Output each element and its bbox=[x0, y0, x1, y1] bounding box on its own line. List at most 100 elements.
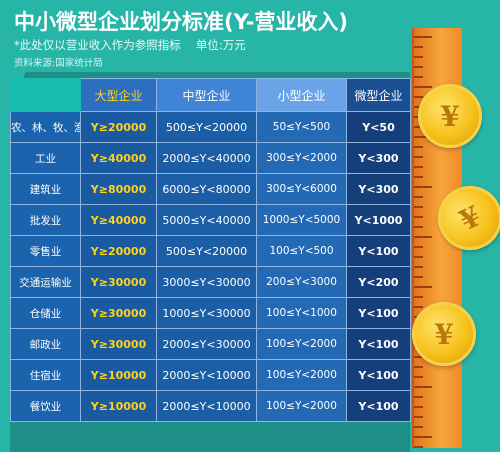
cell-industry: 餐饮业 bbox=[10, 390, 81, 422]
ruler-tick bbox=[414, 386, 432, 388]
ruler-tick bbox=[414, 176, 423, 178]
header-corner bbox=[10, 78, 81, 112]
ruler-tick bbox=[414, 426, 423, 428]
cell-medium: 1000≤Y<30000 bbox=[156, 297, 257, 329]
ruler-tick bbox=[414, 216, 423, 218]
ruler-tick bbox=[414, 96, 423, 98]
cell-industry: 工业 bbox=[10, 142, 81, 174]
cell-small: 300≤Y<6000 bbox=[256, 173, 347, 205]
cell-small: 100≤Y<2000 bbox=[256, 359, 347, 391]
cell-small: 100≤Y<500 bbox=[256, 235, 347, 267]
ruler-tick bbox=[414, 446, 423, 448]
cell-industry: 邮政业 bbox=[10, 328, 81, 360]
table-header-row: 大型企业 中型企业 小型企业 微型企业 bbox=[10, 78, 411, 112]
table-row: 零售业 Y≥20000 500≤Y<20000 100≤Y<500 Y<100 bbox=[10, 235, 411, 267]
yuan-coin-icon: ¥ bbox=[412, 302, 476, 366]
cell-medium: 3000≤Y<30000 bbox=[156, 266, 257, 298]
table-row: 交通运输业 Y≥30000 3000≤Y<30000 200≤Y<3000 Y<200 bbox=[10, 266, 411, 298]
ruler-tick bbox=[414, 86, 432, 88]
cell-large: Y≥20000 bbox=[80, 235, 157, 267]
table-row: 邮政业 Y≥30000 2000≤Y<30000 100≤Y<2000 Y<100 bbox=[10, 328, 411, 360]
cell-micro: Y<100 bbox=[346, 235, 411, 267]
table-row: 建筑业 Y≥80000 6000≤Y<80000 300≤Y<6000 Y<300 bbox=[10, 173, 411, 205]
cell-small: 100≤Y<2000 bbox=[256, 328, 347, 360]
cell-micro: Y<50 bbox=[346, 111, 411, 143]
cell-industry: 零售业 bbox=[10, 235, 81, 267]
cell-micro: Y<300 bbox=[346, 142, 411, 174]
table-row: 仓储业 Y≥30000 1000≤Y<30000 100≤Y<1000 Y<100 bbox=[10, 297, 411, 329]
cell-large: Y≥20000 bbox=[80, 111, 157, 143]
cell-large: Y≥10000 bbox=[80, 390, 157, 422]
cell-industry: 批发业 bbox=[10, 204, 81, 236]
header-medium-enterprise: 中型企业 bbox=[156, 78, 257, 112]
ruler-tick bbox=[414, 396, 423, 398]
cell-micro: Y<100 bbox=[346, 359, 411, 391]
ruler-tick bbox=[414, 366, 423, 368]
cell-industry: 农、林、牧、渔业 bbox=[10, 111, 81, 143]
ruler-tick bbox=[414, 66, 423, 68]
ruler-tick bbox=[414, 56, 423, 58]
ruler-tick bbox=[414, 376, 423, 378]
ruler-tick bbox=[414, 236, 432, 238]
cell-industry: 仓储业 bbox=[10, 297, 81, 329]
cell-medium: 2000≤Y<30000 bbox=[156, 328, 257, 360]
cell-large: Y≥40000 bbox=[80, 142, 157, 174]
cell-medium: 6000≤Y<80000 bbox=[156, 173, 257, 205]
ruler-tick bbox=[414, 356, 423, 358]
cell-micro: Y<300 bbox=[346, 173, 411, 205]
cell-small: 300≤Y<2000 bbox=[256, 142, 347, 174]
cell-medium: 2000≤Y<40000 bbox=[156, 142, 257, 174]
cell-micro: Y<1000 bbox=[346, 204, 411, 236]
cell-industry: 建筑业 bbox=[10, 173, 81, 205]
page-subtitle: *此处仅以营业收入作为参照指标 单位:万元 bbox=[14, 38, 246, 52]
cell-industry: 交通运输业 bbox=[10, 266, 81, 298]
header-small-enterprise: 小型企业 bbox=[256, 78, 347, 112]
ruler-tick bbox=[414, 266, 423, 268]
cell-small: 200≤Y<3000 bbox=[256, 266, 347, 298]
table-row: 批发业 Y≥40000 5000≤Y<40000 1000≤Y<5000 Y<1000 bbox=[10, 204, 411, 236]
ruler-tick bbox=[414, 76, 423, 78]
page-title: 中小微型企业划分标准(Y-营业收入) bbox=[14, 10, 349, 34]
ruler-tick bbox=[414, 36, 432, 38]
table-row: 住宿业 Y≥10000 2000≤Y<10000 100≤Y<2000 Y<100 bbox=[10, 359, 411, 391]
cell-large: Y≥30000 bbox=[80, 266, 157, 298]
classification-table: 大型企业 中型企业 小型企业 微型企业 农、林、牧、渔业Y≥20000500≤Y… bbox=[10, 78, 411, 422]
cell-large: Y≥10000 bbox=[80, 359, 157, 391]
ruler-tick bbox=[414, 416, 423, 418]
cell-large: Y≥30000 bbox=[80, 297, 157, 329]
cell-micro: Y<100 bbox=[346, 390, 411, 422]
cell-small: 1000≤Y<5000 bbox=[256, 204, 347, 236]
cell-small: 100≤Y<2000 bbox=[256, 390, 347, 422]
cell-medium: 2000≤Y<10000 bbox=[156, 390, 257, 422]
cell-industry: 住宿业 bbox=[10, 359, 81, 391]
ruler-tick bbox=[414, 256, 423, 258]
header-micro-enterprise: 微型企业 bbox=[346, 78, 411, 112]
cell-large: Y≥40000 bbox=[80, 204, 157, 236]
ruler-tick bbox=[414, 296, 423, 298]
data-source-note: 资料来源:国家统计局 bbox=[14, 58, 103, 69]
ruler-tick bbox=[414, 196, 423, 198]
cell-micro: Y<200 bbox=[346, 266, 411, 298]
ruler-tick bbox=[414, 146, 423, 148]
cell-medium: 500≤Y<20000 bbox=[156, 111, 257, 143]
cell-small: 50≤Y<500 bbox=[256, 111, 347, 143]
ruler-tick bbox=[414, 276, 423, 278]
ruler-tick bbox=[414, 206, 423, 208]
ruler-tick bbox=[414, 306, 423, 308]
table-row: 餐饮业 Y≥10000 2000≤Y<10000 100≤Y<2000 Y<100 bbox=[10, 390, 411, 422]
ruler-tick bbox=[414, 286, 432, 288]
cell-small: 100≤Y<1000 bbox=[256, 297, 347, 329]
ruler-tick bbox=[414, 156, 423, 158]
ruler-tick bbox=[414, 126, 423, 128]
cell-medium: 500≤Y<20000 bbox=[156, 235, 257, 267]
cell-medium: 5000≤Y<40000 bbox=[156, 204, 257, 236]
cell-large: Y≥80000 bbox=[80, 173, 157, 205]
ruler-tick bbox=[414, 136, 432, 138]
ruler-tick bbox=[414, 46, 423, 48]
ruler-tick bbox=[414, 226, 423, 228]
cell-micro: Y<100 bbox=[346, 297, 411, 329]
cell-micro: Y<100 bbox=[346, 328, 411, 360]
table-row: 工业 Y≥40000 2000≤Y<40000 300≤Y<2000 Y<300 bbox=[10, 142, 411, 174]
header-large-enterprise: 大型企业 bbox=[80, 78, 157, 112]
